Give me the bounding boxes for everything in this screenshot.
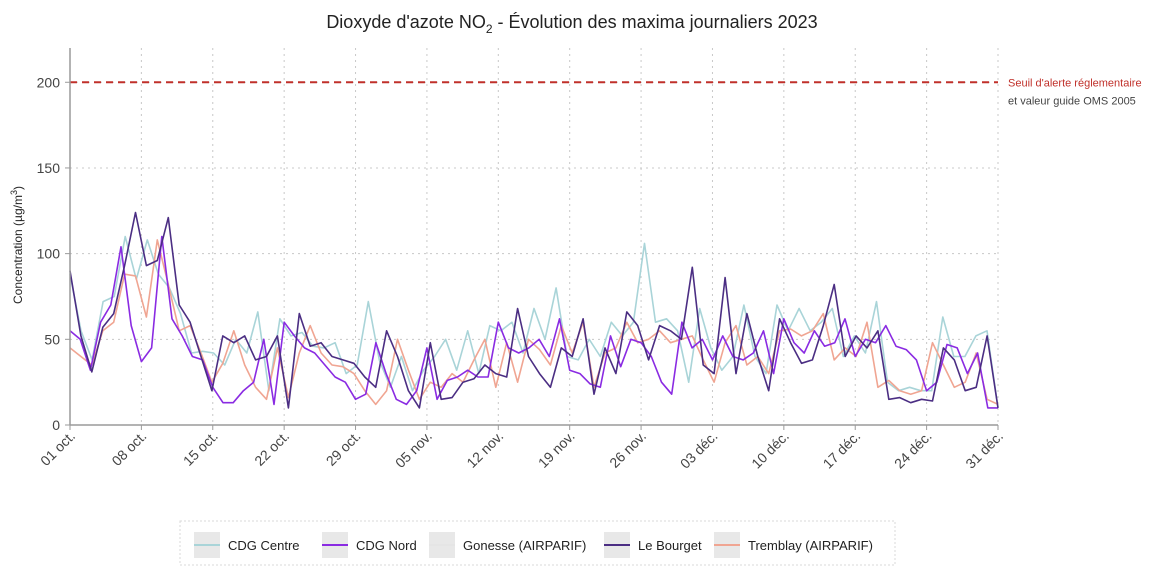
x-tick-label: 15 oct. xyxy=(180,428,221,469)
y-axis-ticks: 0 50 100 150 200 xyxy=(37,74,70,433)
y-axis-label-sup: 3 xyxy=(9,190,19,195)
y-axis-label: Concentration (µg/m3) xyxy=(9,186,25,304)
y-tick-label: 100 xyxy=(37,246,61,262)
grid xyxy=(69,48,999,425)
x-tick-label: 24 déc. xyxy=(891,428,935,472)
chart-title-rest: - Évolution des maxima journaliers 2023 xyxy=(493,12,818,32)
chart-title-subscript: 2 xyxy=(486,22,493,36)
y-axis-label-main: Concentration (µg/m xyxy=(11,195,25,304)
x-tick-label: 01 oct. xyxy=(37,428,78,469)
x-tick-label: 29 oct. xyxy=(323,428,364,469)
x-tick-label: 26 nov. xyxy=(606,428,649,471)
x-tick-label: 05 nov. xyxy=(392,428,435,471)
y-tick-label: 200 xyxy=(37,74,61,90)
legend-label: Tremblay (AIRPARIF) xyxy=(748,538,873,553)
chart-title-main: Dioxyde d'azote NO xyxy=(326,12,486,32)
x-tick-label: 08 oct. xyxy=(108,428,149,469)
series-line-cdg-centre xyxy=(69,235,999,409)
threshold-label-line2: et valeur guide OMS 2005 xyxy=(1008,95,1136,107)
threshold: Seuil d'alerte réglementaire et valeur g… xyxy=(70,77,1142,107)
y-axis-label-end: ) xyxy=(11,186,25,190)
x-tick-label: 22 oct. xyxy=(251,428,292,469)
legend-label: Gonesse (AIRPARIF) xyxy=(463,538,586,553)
y-tick-label: 150 xyxy=(37,160,61,176)
legend-label: CDG Nord xyxy=(356,538,417,553)
x-tick-label: 31 déc. xyxy=(962,428,1006,472)
legend: CDG Centre CDG Nord Gonesse (AIRPARIF) Le B… xyxy=(179,520,896,566)
x-tick-label: 12 nov. xyxy=(463,428,506,471)
series-lines xyxy=(69,211,999,409)
x-tick-label: 19 nov. xyxy=(535,428,578,471)
y-tick-label: 50 xyxy=(44,331,60,347)
legend-label: Le Bourget xyxy=(638,538,702,553)
x-tick-label: 17 déc. xyxy=(820,428,864,472)
x-tick-label: 10 déc. xyxy=(748,428,792,472)
legend-box xyxy=(179,520,896,566)
chart-title: Dioxyde d'azote NO2 - Évolution des maxi… xyxy=(326,12,817,36)
y-tick-label: 0 xyxy=(52,417,60,433)
x-tick-label: 03 déc. xyxy=(677,428,721,472)
series-line-le-bourget xyxy=(69,211,999,409)
series-line-cdg-nord xyxy=(69,235,998,409)
legend-label: CDG Centre xyxy=(228,538,300,553)
axes xyxy=(69,48,998,426)
x-axis-ticks: 01 oct. 08 oct. 15 oct. 22 oct. 29 oct. 05 no… xyxy=(37,425,1006,472)
threshold-label-line1: Seuil d'alerte réglementaire xyxy=(1008,77,1142,89)
